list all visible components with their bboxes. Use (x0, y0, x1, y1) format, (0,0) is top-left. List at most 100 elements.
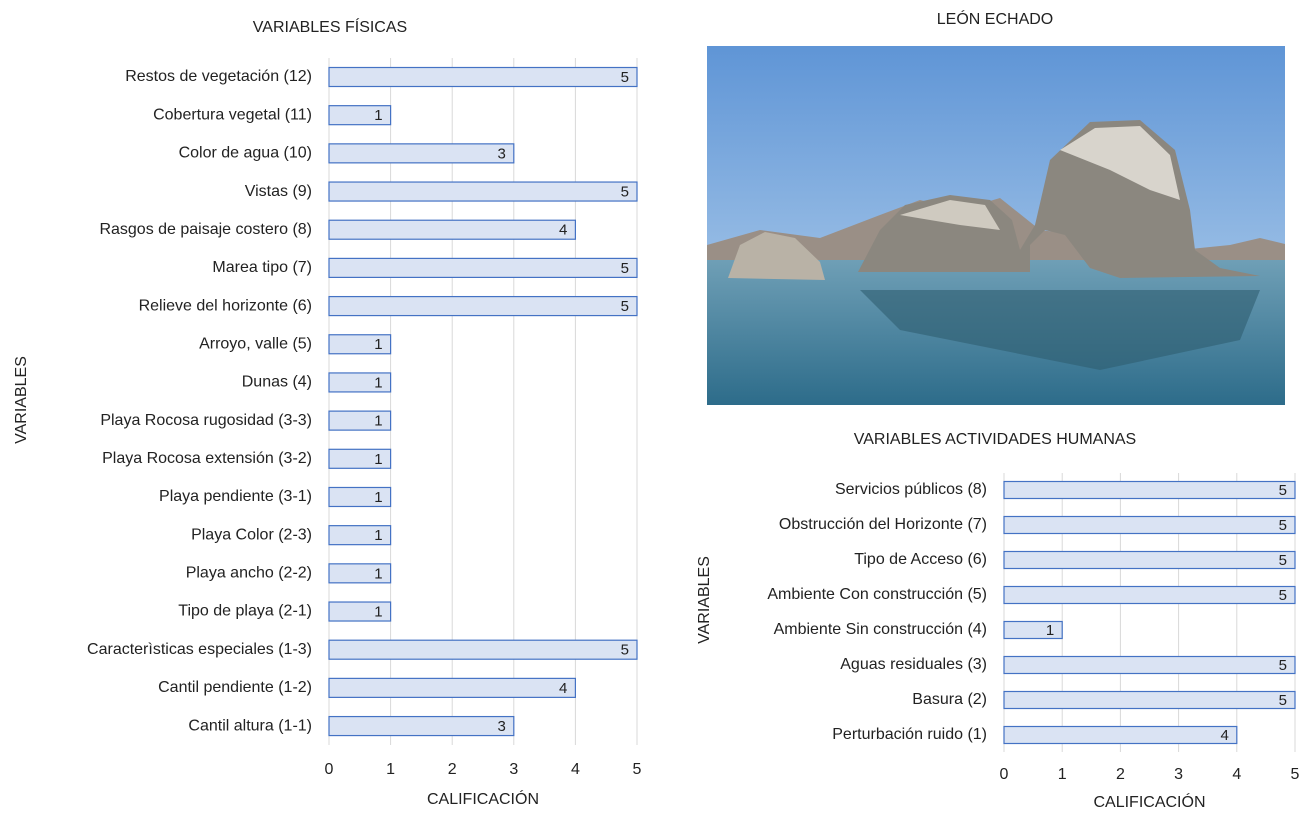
data-label: 1 (374, 413, 382, 430)
bar (328, 372, 392, 393)
bar (1003, 620, 1063, 640)
x-tick-label: 4 (1232, 766, 1241, 783)
x-tick-label: 0 (325, 761, 334, 778)
data-label: 1 (374, 565, 382, 582)
data-label: 5 (1279, 657, 1287, 674)
data-label: 1 (374, 489, 382, 506)
y-tick-label: Playa Color (2-3) (191, 526, 312, 543)
y-tick-label: Restos de vegetación (12) (125, 68, 312, 85)
bar (328, 334, 392, 355)
data-label: 1 (374, 527, 382, 544)
bar (328, 601, 392, 622)
data-label: 1 (374, 107, 382, 124)
data-label: 5 (621, 69, 629, 86)
data-label: 4 (559, 680, 567, 697)
x-tick-label: 5 (633, 761, 642, 778)
bar (328, 715, 515, 737)
x-tick-label: 3 (509, 761, 518, 778)
y-tick-label: Arroyo, valle (5) (199, 335, 312, 352)
data-label: 1 (374, 451, 382, 468)
data-label: 5 (621, 260, 629, 277)
bar (328, 105, 392, 126)
bar (328, 677, 576, 698)
y-tick-label: Vistas (9) (245, 183, 312, 200)
y-tick-label: Playa pendiente (3-1) (159, 488, 312, 505)
y-tick-label: Playa Rocosa extensión (3-2) (102, 450, 312, 467)
x-tick-label: 2 (448, 761, 457, 778)
chart-title: VARIABLES ACTIVIDADES HUMANAS (854, 431, 1136, 448)
data-label: 4 (559, 222, 567, 239)
data-label: 1 (1046, 622, 1054, 639)
data-label: 5 (1279, 692, 1287, 709)
bar (1003, 585, 1296, 605)
x-axis-label: CALIFICACIÓN (427, 789, 539, 808)
y-tick-label: Ambiente Con construcción (5) (767, 586, 987, 603)
y-axis-label: VARIABLES (696, 556, 713, 644)
photo-title: LEÓN ECHADO (937, 9, 1053, 28)
x-tick-label: 3 (1174, 766, 1183, 783)
bar (328, 143, 515, 164)
bar (328, 448, 392, 469)
data-label: 1 (374, 603, 382, 620)
x-axis-label: CALIFICACIÓN (1093, 792, 1205, 811)
x-tick-label: 1 (1058, 766, 1067, 783)
y-tick-label: Marea tipo (7) (212, 259, 312, 276)
bar (1003, 515, 1296, 535)
data-label: 5 (1279, 587, 1287, 604)
bar (1003, 690, 1296, 710)
data-label: 1 (374, 374, 382, 391)
y-tick-label: Cantil altura (1-1) (188, 717, 312, 734)
bar (328, 181, 638, 202)
data-label: 5 (621, 184, 629, 201)
y-tick-label: Playa ancho (2-2) (186, 565, 312, 582)
y-tick-label: Obstrucción del Horizonte (7) (779, 516, 987, 533)
data-label: 5 (621, 642, 629, 659)
bar (1003, 655, 1296, 675)
data-label: 4 (1220, 727, 1228, 744)
data-label: 5 (621, 298, 629, 315)
x-tick-label: 5 (1291, 766, 1300, 783)
data-label: 5 (1279, 482, 1287, 499)
data-label: 3 (497, 145, 505, 162)
y-axis-label: VARIABLES (13, 356, 30, 444)
y-tick-label: Tipo de Acceso (6) (854, 551, 987, 568)
y-tick-label: Cantil pendiente (1-2) (158, 679, 312, 696)
x-tick-label: 4 (571, 761, 580, 778)
y-tick-label: Rasgos de paisaje costero (8) (99, 221, 312, 238)
data-label: 5 (1279, 517, 1287, 534)
photo (707, 46, 1285, 405)
bar (328, 295, 638, 317)
y-tick-label: Servicios públicos (8) (835, 481, 987, 498)
y-tick-label: Tipo de playa (2-1) (178, 603, 312, 620)
y-tick-label: Relieve del horizonte (6) (139, 297, 312, 314)
x-tick-label: 1 (386, 761, 395, 778)
y-tick-label: Caracterìsticas especiales (1-3) (87, 641, 312, 658)
bar (328, 66, 638, 88)
y-tick-label: Color de agua (10) (179, 145, 312, 162)
bar (328, 639, 638, 660)
y-tick-label: Aguas residuales (3) (840, 656, 987, 673)
x-tick-label: 0 (1000, 766, 1009, 783)
y-tick-label: Ambiente Sin construcción (4) (774, 621, 987, 638)
chart-title: VARIABLES FÍSICAS (253, 17, 407, 36)
y-tick-label: Basura (2) (912, 691, 987, 708)
bar (328, 219, 576, 240)
x-tick-label: 2 (1116, 766, 1125, 783)
bar (1003, 480, 1296, 500)
bar (1003, 550, 1296, 570)
data-label: 1 (374, 336, 382, 353)
data-label: 3 (497, 718, 505, 735)
y-tick-label: Playa Rocosa rugosidad (3-3) (100, 412, 312, 429)
bar (328, 486, 392, 508)
bar (328, 257, 638, 278)
data-label: 5 (1279, 552, 1287, 569)
y-tick-label: Perturbación ruido (1) (832, 726, 987, 743)
y-tick-label: Dunas (4) (242, 374, 312, 391)
bar (1003, 725, 1238, 745)
bar (328, 410, 392, 431)
bar (328, 525, 392, 546)
y-tick-label: Cobertura vegetal (11) (153, 106, 312, 123)
bar (328, 563, 392, 584)
